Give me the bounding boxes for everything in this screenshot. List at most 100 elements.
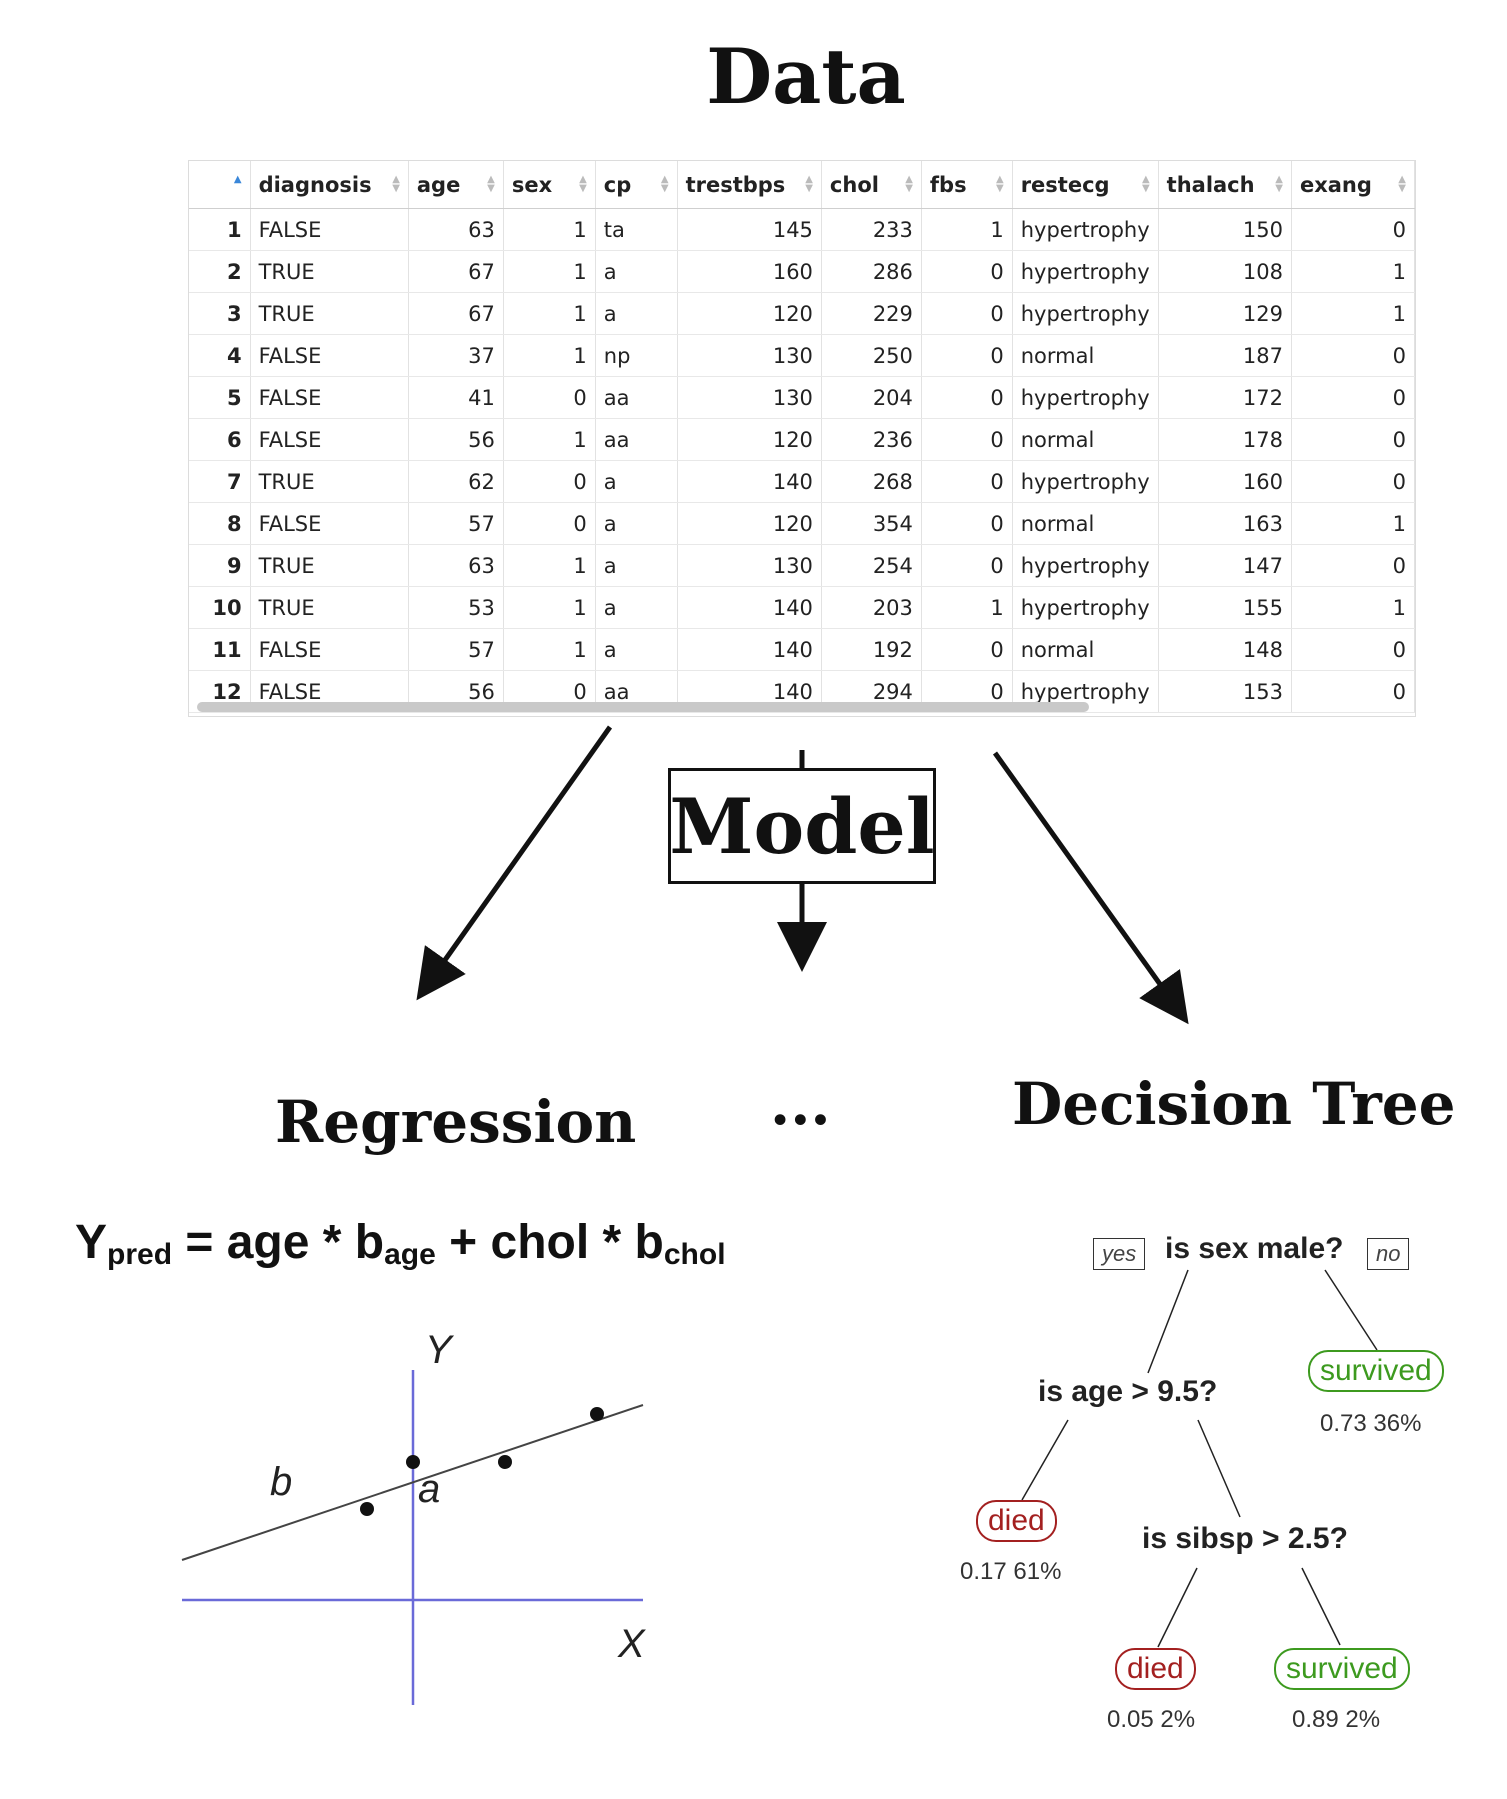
table-row[interactable]: 3 TRUE 67 1 a 120 229 0 hypertrophy 129 1 [189, 292, 1415, 335]
sort-arrows-icon[interactable]: ▲ ▼ [487, 174, 495, 194]
leaf-died-sibsp: died [1115, 1648, 1196, 1690]
table-cell: 0 [1291, 670, 1415, 713]
table-row[interactable]: 4 FALSE 37 1 np 130 250 0 normal 187 0 [189, 334, 1415, 377]
table-row[interactable]: 8 FALSE 57 0 a 120 354 0 normal 163 1 [189, 502, 1415, 545]
edge-sibsp-yes [1157, 1567, 1198, 1648]
column-header-restecg[interactable]: restecg ▲ ▼ [1012, 161, 1159, 209]
data-point [360, 1502, 374, 1516]
table-cell: hypertrophy [1012, 586, 1159, 629]
table-cell: a [595, 250, 678, 293]
sort-arrows-icon[interactable]: ▲ ▼ [392, 174, 400, 194]
column-header-thalach[interactable]: thalach ▲ ▼ [1158, 161, 1292, 209]
sort-arrows-icon[interactable]: ▲ ▼ [1275, 174, 1283, 194]
column-header-exang[interactable]: exang ▲ ▼ [1291, 161, 1415, 209]
table-cell: TRUE [250, 460, 409, 503]
sort-arrows-icon[interactable]: ▲ ▼ [996, 174, 1004, 194]
table-cell: 1 [503, 292, 596, 335]
regression-title: Regression [275, 1088, 637, 1156]
table-cell: ta [595, 208, 678, 251]
data-table-viewer[interactable]: ▲ diagnosis ▲ ▼ age ▲ ▼ sex ▲ ▼ cp ▲ ▼ trestbps ▲ … [188, 160, 1416, 717]
table-cell: 67 [408, 292, 504, 335]
column-header-age[interactable]: age ▲ ▼ [408, 161, 504, 209]
column-header-label: thalach [1166, 172, 1255, 197]
no-tag: no [1367, 1238, 1410, 1270]
slope-label: b [270, 1460, 292, 1504]
formula-y: Y [75, 1216, 108, 1269]
table-cell: 0 [503, 502, 596, 545]
table-cell: 130 [677, 334, 822, 377]
edge-sibsp-no [1301, 1567, 1341, 1646]
table-cell: 192 [821, 628, 922, 671]
table-cell: 254 [821, 544, 922, 587]
table-cell: aa [595, 418, 678, 461]
table-cell: 1 [1291, 250, 1415, 293]
table-cell: 0 [921, 250, 1013, 293]
table-cell: 1 [921, 586, 1013, 629]
row-index: 8 [189, 502, 251, 545]
row-index: 11 [189, 628, 251, 671]
column-header-diagnosis[interactable]: diagnosis ▲ ▼ [250, 161, 409, 209]
table-cell: normal [1012, 334, 1159, 377]
table-cell: 0 [921, 292, 1013, 335]
table-cell: 120 [677, 418, 822, 461]
row-index: 2 [189, 250, 251, 293]
table-cell: 1 [1291, 502, 1415, 545]
column-header-label: fbs [929, 172, 967, 197]
column-header-chol[interactable]: chol ▲ ▼ [821, 161, 922, 209]
sort-arrows-icon[interactable]: ▲ ▼ [579, 174, 587, 194]
table-cell: 0 [921, 376, 1013, 419]
table-row[interactable]: 2 TRUE 67 1 a 160 286 0 hypertrophy 108 1 [189, 250, 1415, 293]
column-header-label: sex [511, 172, 553, 197]
table-cell: 63 [408, 208, 504, 251]
table-row[interactable]: 11 FALSE 57 1 a 140 192 0 normal 148 0 [189, 628, 1415, 671]
column-header-trestbps[interactable]: trestbps ▲ ▼ [677, 161, 822, 209]
yes-tag: yes [1093, 1238, 1146, 1270]
table-cell: 0 [1291, 460, 1415, 503]
sort-arrows-icon[interactable]: ▲ ▼ [905, 174, 913, 194]
table-cell: normal [1012, 418, 1159, 461]
table-cell: hypertrophy [1012, 250, 1159, 293]
table-cell: 155 [1158, 586, 1292, 629]
table-cell: 172 [1158, 376, 1292, 419]
table-cell: 163 [1158, 502, 1292, 545]
row-index: 9 [189, 544, 251, 587]
table-cell: aa [595, 376, 678, 419]
column-header-index[interactable]: ▲ [189, 161, 251, 209]
table-cell: 0 [1291, 418, 1415, 461]
table-cell: 0 [1291, 628, 1415, 671]
table-cell: 160 [1158, 460, 1292, 503]
table-cell: 129 [1158, 292, 1292, 335]
leaf-stats: 0.89 2% [1292, 1706, 1381, 1733]
column-header-sex[interactable]: sex ▲ ▼ [503, 161, 596, 209]
table-cell: 130 [677, 376, 822, 419]
sort-arrows-icon[interactable]: ▲ [233, 174, 242, 185]
table-row[interactable]: 5 FALSE 41 0 aa 130 204 0 hypertrophy 172 0 [189, 376, 1415, 419]
column-header-label: diagnosis [258, 172, 372, 197]
table-row[interactable]: 10 TRUE 53 1 a 140 203 1 hypertrophy 155 1 [189, 586, 1415, 629]
sort-arrows-icon[interactable]: ▲ ▼ [660, 174, 669, 194]
table-cell: 120 [677, 292, 822, 335]
table-cell: 160 [677, 250, 822, 293]
column-header-cp[interactable]: cp ▲ ▼ [595, 161, 678, 209]
table-cell: 1 [503, 208, 596, 251]
horizontal-scrollbar[interactable] [197, 702, 1089, 712]
sort-arrows-icon[interactable]: ▲ ▼ [1398, 174, 1406, 194]
table-cell: 0 [921, 544, 1013, 587]
data-point [406, 1455, 420, 1469]
column-header-fbs[interactable]: fbs ▲ ▼ [921, 161, 1013, 209]
data-title: Data [706, 32, 906, 121]
table-row[interactable]: 1 FALSE 63 1 ta 145 233 1 hypertrophy 150 0 [189, 208, 1415, 251]
table-cell: 0 [921, 628, 1013, 671]
table-row[interactable]: 7 TRUE 62 0 a 140 268 0 hypertrophy 160 0 [189, 460, 1415, 503]
sort-arrows-icon[interactable]: ▲ ▼ [1141, 174, 1150, 194]
formula-y-sub: pred [107, 1238, 173, 1271]
table-row[interactable]: 6 FALSE 56 1 aa 120 236 0 normal 178 0 [189, 418, 1415, 461]
sort-arrows-icon[interactable]: ▲ ▼ [805, 174, 813, 194]
intercept-label: a [418, 1467, 440, 1511]
row-index: 6 [189, 418, 251, 461]
table-cell: FALSE [250, 502, 409, 545]
table-row[interactable]: 9 TRUE 63 1 a 130 254 0 hypertrophy 147 0 [189, 544, 1415, 587]
table-cell: 268 [821, 460, 922, 503]
